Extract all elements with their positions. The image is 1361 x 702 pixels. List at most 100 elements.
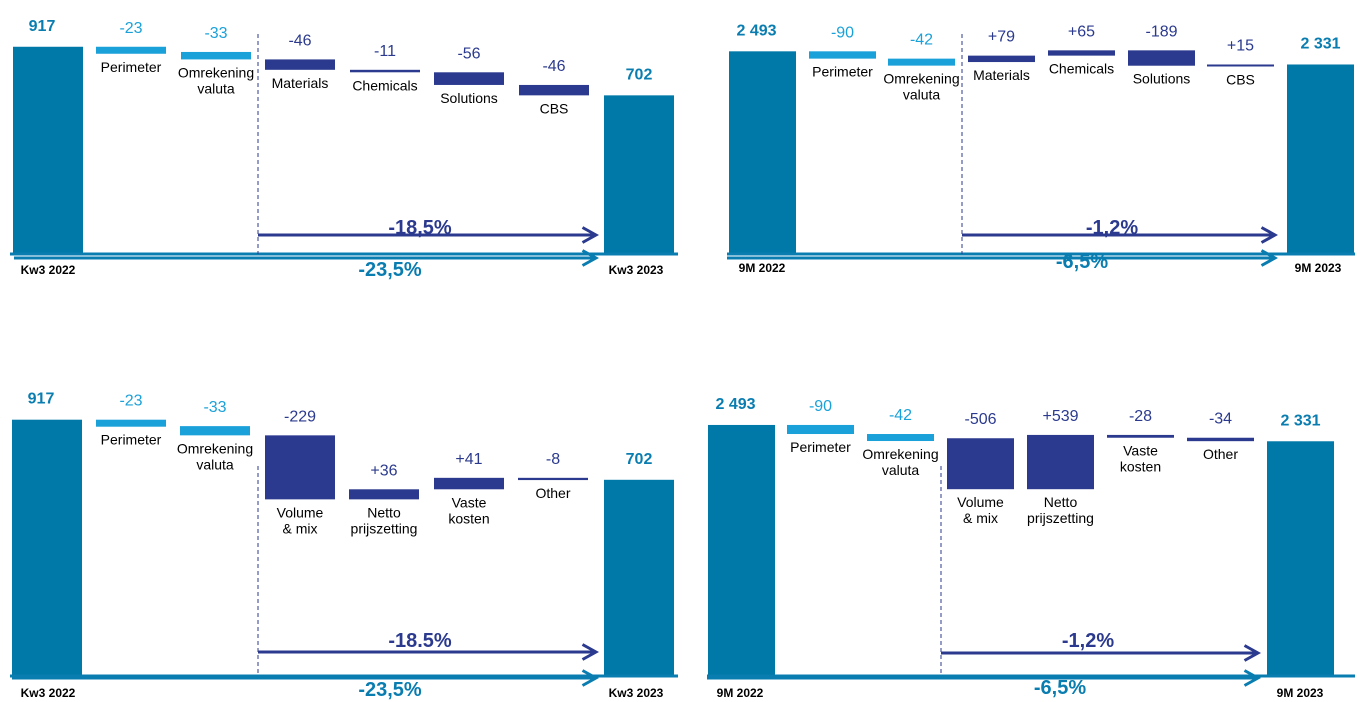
start-period-label: Kw3 2022 [21,686,76,700]
start-total-bar [729,51,796,255]
waterfall-chart-4: 2 493 2 331 -90 Perimeter -42 Omrekeningvalut… [707,396,1355,700]
step-category-label-line: Chemicals [352,77,417,93]
step-bar-2 [888,58,955,66]
total-change-label: -6,5% [1034,677,1086,699]
step-category-label-line: CBS [1226,71,1255,87]
step-value-label: -90 [809,398,832,415]
step-bar-3 [265,59,335,70]
step-category-label-line: kosten [1120,459,1161,475]
step-bar-2 [181,51,251,60]
step-bar-6 [518,477,588,481]
step-category-label: Perimeter [101,59,162,75]
step-category-label-line: prijszetting [1027,510,1094,526]
step-value-label: -28 [1129,408,1152,425]
step-bar-5 [1128,50,1195,66]
step-category-label-line: valuta [196,456,234,472]
step-bar-1 [96,46,166,54]
step-bar-6 [519,84,589,96]
step-bar-6 [1187,437,1254,442]
step-value-label: -23 [119,20,142,37]
start-total-bar [13,46,83,255]
step-category-label: CBS [1226,71,1255,87]
step-category-label: Perimeter [812,64,873,80]
step-category-label-line: & mix [963,510,998,526]
step-category-label-line: valuta [882,462,920,478]
step-category-label-line: kosten [448,510,489,526]
step-category-label: Other [535,485,570,501]
total-change-label: -23,5% [358,259,422,281]
step-category-label-line: Perimeter [101,432,162,448]
step-category-label-line: & mix [283,520,318,536]
start-value-label: 2 493 [715,396,755,413]
total-change-label: -23,5% [358,679,422,701]
step-value-label: -33 [204,25,227,42]
organic-change-label: -1,2% [1062,630,1114,652]
start-period-label: 9M 2022 [717,686,764,700]
step-value-label: -56 [457,45,480,62]
step-category-label-line: Perimeter [812,64,873,80]
step-category-label-line: Omrekening [177,440,253,456]
step-bar-4 [1048,50,1115,56]
step-bar-2 [180,426,250,436]
step-category-label-line: Vaste [452,494,487,510]
end-period-label: Kw3 2023 [609,686,664,700]
step-category-label: Materials [973,67,1030,83]
step-value-label: -46 [542,58,565,75]
step-value-label: -189 [1145,23,1177,40]
step-category-label-line: Netto [367,504,401,520]
step-value-label: -42 [910,32,933,49]
step-category-label-line: Perimeter [790,439,851,455]
end-total-bar [604,479,674,676]
step-category-label-line: Omrekening [862,446,938,462]
step-category-label-line: Omrekening [883,71,959,87]
step-value-label: -90 [831,24,854,41]
step-bar-1 [809,51,876,59]
end-period-label: 9M 2023 [1295,261,1342,275]
step-value-label: +41 [455,451,482,468]
organic-change-label: -18,5% [388,217,452,239]
step-category-label-line: Solutions [440,90,498,106]
step-category-label: Chemicals [352,77,417,93]
step-category-label-line: Vaste [1123,443,1158,459]
step-value-label: -34 [1209,411,1232,428]
start-total-bar [708,424,775,676]
step-category-label: Volume& mix [277,504,324,536]
start-total-bar [12,419,82,676]
step-category-label: Chemicals [1049,61,1114,77]
end-value-label: 2 331 [1300,35,1340,52]
end-period-label: Kw3 2023 [609,263,664,277]
organic-change-label: -18.5% [388,630,452,652]
step-category-label-line: Other [535,485,570,501]
step-category-label: Perimeter [790,439,851,455]
step-category-label-line: valuta [197,80,235,96]
step-category-label-line: Volume [277,504,324,520]
step-value-label: -8 [546,451,560,468]
step-category-label: Other [1203,446,1238,462]
step-bar-3 [968,55,1035,63]
step-category-label-line: valuta [903,87,941,103]
step-bar-2 [867,434,934,442]
step-category-label-line: prijszetting [351,520,418,536]
organic-change-label: -1,2% [1086,217,1138,239]
end-total-bar [604,95,674,255]
step-bar-4 [1027,434,1094,490]
step-value-label: -23 [119,393,142,410]
step-bar-4 [350,69,420,73]
step-bar-3 [947,438,1014,490]
step-bar-1 [787,424,854,435]
step-value-label: +65 [1068,23,1095,40]
step-bar-5 [434,477,504,490]
end-value-label: 2 331 [1280,412,1320,429]
step-category-label-line: Perimeter [101,59,162,75]
step-category-label: Volume& mix [957,494,1004,526]
start-period-label: Kw3 2022 [21,263,76,277]
step-category-label-line: Other [1203,446,1238,462]
step-bar-5 [434,72,504,85]
step-value-label: +79 [988,29,1015,46]
step-value-label: -229 [284,408,316,425]
